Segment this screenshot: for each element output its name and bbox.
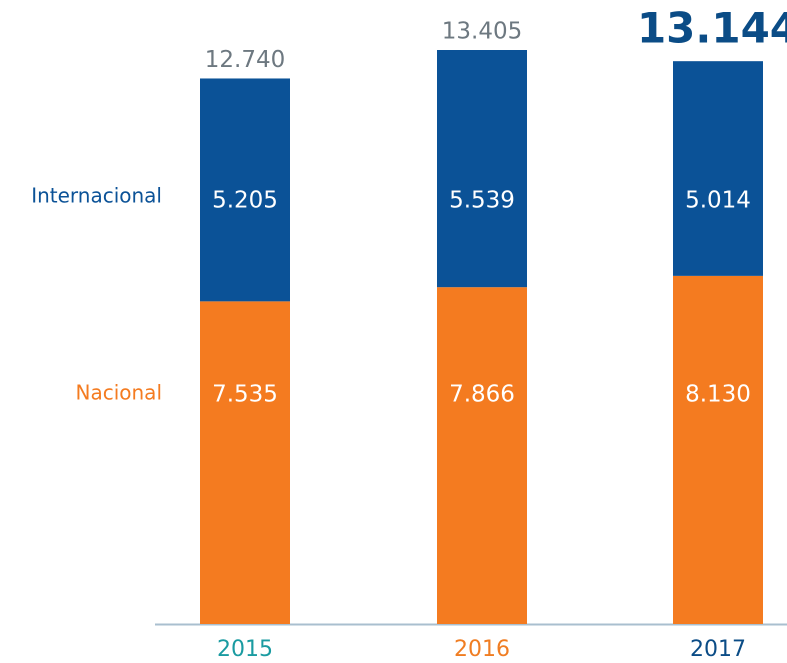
- total-label: 13.144: [637, 4, 787, 53]
- segment-label: 5.205: [212, 188, 278, 214]
- segment-label: 5.539: [449, 188, 515, 214]
- bar-segment: [437, 50, 527, 288]
- total-label: 13.405: [442, 19, 522, 45]
- bar-segment: [437, 287, 527, 624]
- x-tick-label: 2016: [454, 637, 510, 662]
- segment-label: 5.014: [685, 188, 751, 214]
- segment-label: 8.130: [685, 382, 751, 408]
- bar-segment: [673, 275, 763, 624]
- bar-segment: [200, 301, 290, 624]
- legend-label: Nacional: [76, 381, 163, 405]
- x-tick-label: 2015: [217, 637, 273, 662]
- bar-segment: [200, 78, 290, 302]
- x-tick-label: 2017: [690, 637, 746, 662]
- legend-label: Internacional: [31, 184, 162, 208]
- bar-segment: [673, 61, 763, 276]
- total-label: 12.740: [205, 47, 285, 73]
- segment-label: 7.535: [212, 382, 278, 408]
- segment-label: 7.866: [449, 382, 515, 408]
